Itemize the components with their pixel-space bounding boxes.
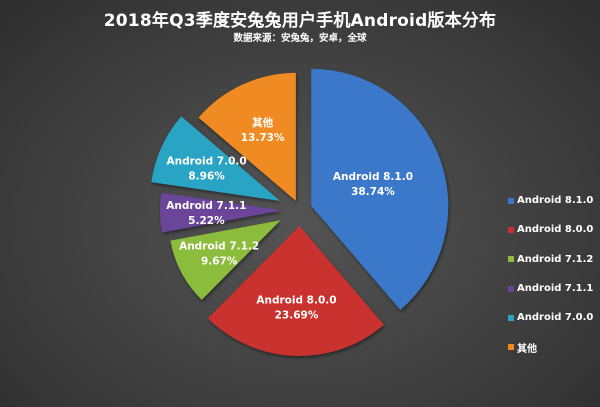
pie-slice <box>160 192 283 233</box>
legend-item-android-700: Android 7.0.0 <box>508 303 593 332</box>
slice-value-label: 38.74% <box>351 186 395 198</box>
pie-slice <box>170 220 281 300</box>
legend-label: Android 7.1.2 <box>517 253 594 265</box>
legend-label: Android 7.0.0 <box>517 312 594 324</box>
legend-swatch <box>508 197 514 204</box>
legend-swatch <box>508 344 514 351</box>
legend-item-other: 其他 <box>508 332 593 361</box>
pie-slice <box>311 68 449 310</box>
chart-title: 2018年Q3季度安兔兔用户手机Android版本分布 <box>103 11 497 31</box>
slice-name-label: 其他 <box>252 116 273 129</box>
legend-item-android-810: Android 8.1.0 <box>508 186 593 215</box>
legend-swatch <box>508 314 514 321</box>
slice-name-label: Android 8.1.0 <box>333 171 413 183</box>
chart-subtitle: 数据来源：安兔兔，安卓，全球 <box>233 33 367 44</box>
slice-name-label: Android 7.1.1 <box>166 200 246 212</box>
legend-label: Android 8.0.0 <box>517 224 594 236</box>
slice-value-label: 23.69% <box>275 310 319 322</box>
legend-item-android-800: Android 8.0.0 <box>508 215 593 244</box>
slice-name-label: Android 7.1.2 <box>179 241 259 253</box>
legend-label: Android 7.1.1 <box>517 283 594 295</box>
legend-label: 其他 <box>517 343 537 355</box>
slice-name-label: Android 7.0.0 <box>167 156 247 168</box>
legend-swatch <box>508 226 514 233</box>
pie-slice <box>207 225 384 356</box>
legend-item-android-711: Android 7.1.1 <box>508 274 593 303</box>
slice-value-label: 9.67% <box>201 256 238 268</box>
chart-legend: Android 8.1.0 Android 8.0.0 Android 7.1.… <box>508 186 593 362</box>
slice-value-label: 5.22% <box>188 215 225 227</box>
legend-swatch <box>508 256 514 263</box>
legend-swatch <box>508 285 514 292</box>
slice-value-label: 8.96% <box>188 171 225 183</box>
legend-item-android-712: Android 7.1.2 <box>508 245 593 274</box>
pie-slice <box>198 72 296 201</box>
slice-name-label: Android 8.0.0 <box>256 295 336 307</box>
slice-value-label: 13.73% <box>241 132 285 144</box>
legend-label: Android 8.1.0 <box>517 195 594 207</box>
pie-slice <box>151 116 280 201</box>
